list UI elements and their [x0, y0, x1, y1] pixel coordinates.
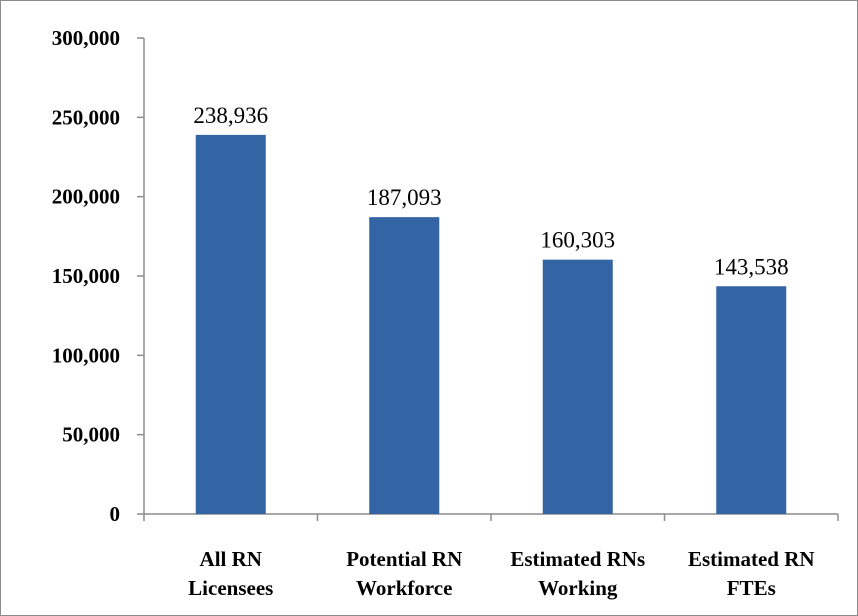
x-tick-label-line: FTEs	[727, 576, 776, 600]
bar	[542, 259, 613, 514]
data-labels: 238,936 187,093 160,303 143,538	[193, 103, 788, 279]
y-tick-label: 100,000	[52, 343, 120, 367]
bar	[195, 134, 266, 514]
x-tick-label: All RN Licensees	[188, 547, 273, 600]
x-tick-label-line: Potential RN	[346, 547, 462, 571]
bar-value-label: 160,303	[540, 228, 615, 253]
x-tick-label-line: Licensees	[188, 576, 273, 600]
x-tick-label-line: All RN	[200, 547, 262, 571]
x-tick-label: Estimated RN FTEs	[688, 547, 815, 600]
bar-value-label: 238,936	[193, 103, 268, 128]
y-tick-label: 250,000	[52, 105, 120, 129]
y-tick-label: 150,000	[52, 264, 120, 288]
y-tick-label: 300,000	[52, 26, 120, 50]
y-tick-label: 50,000	[62, 423, 120, 447]
x-axis: All RN Licensees Potential RN Workforce Esti…	[143, 513, 839, 600]
bar-value-label: 187,093	[367, 185, 442, 210]
x-tick-label: Potential RN Workforce	[346, 547, 462, 600]
bar-value-label: 143,538	[714, 254, 789, 279]
bar	[716, 286, 787, 514]
x-tick-label-line: Workforce	[356, 576, 452, 600]
y-axis: 0 50,000 100,000 150,000 200,000 250,000 300,0…	[52, 26, 145, 526]
bar	[369, 217, 440, 515]
y-tick-label: 200,000	[52, 185, 120, 209]
x-tick-label-line: Estimated RNs	[510, 547, 645, 571]
x-tick-label-line: Estimated RN	[688, 547, 815, 571]
x-tick-label-line: Working	[538, 576, 618, 600]
bars	[195, 134, 787, 515]
y-tick-label: 0	[110, 502, 121, 526]
x-tick-label: Estimated RNs Working	[510, 547, 645, 600]
